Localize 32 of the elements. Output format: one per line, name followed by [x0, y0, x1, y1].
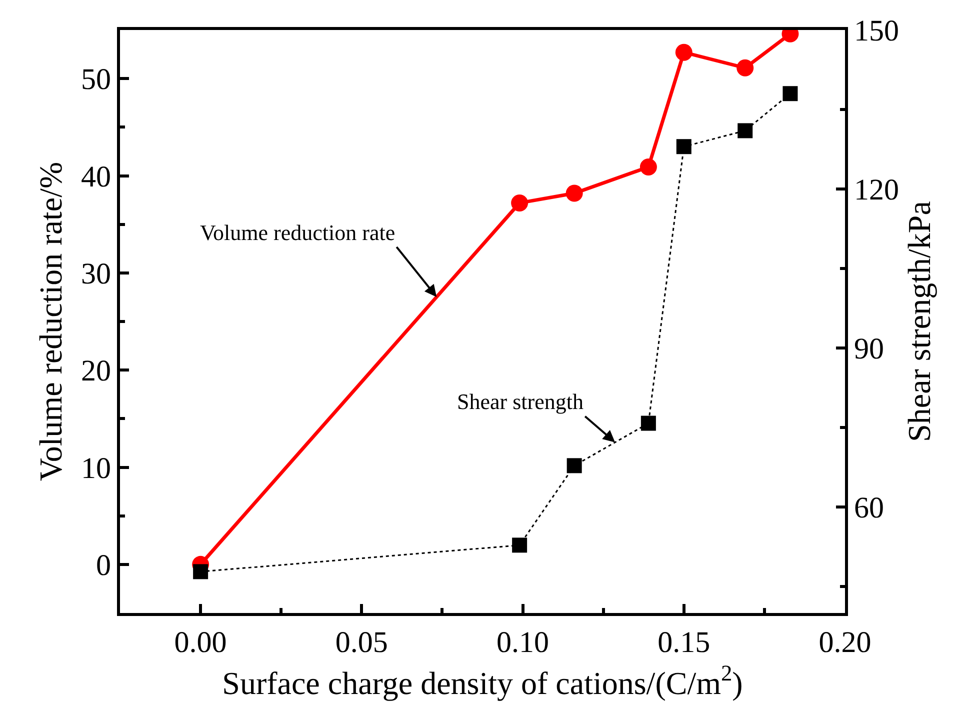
x-axis-title: Surface charge density of cations/(C/m$^{2}$) [222, 660, 743, 701]
x-tick-label: 0.20 [818, 626, 872, 659]
y2-axis-title: Shear strength/kPa [900, 201, 937, 442]
point [640, 158, 657, 176]
y-tick-label: 50 [81, 63, 111, 96]
y-tick-label: 10 [81, 452, 111, 485]
y-tick-label: 20 [81, 354, 111, 388]
x-tick-label: 0.10 [496, 626, 550, 659]
point [736, 59, 754, 76]
x-tick-label: 0.00 [174, 626, 227, 659]
y-axis-title: Volume reduction rate/% [32, 162, 68, 482]
x-tick-label: 0.15 [658, 626, 710, 659]
series-label: Shear strength [457, 389, 584, 414]
point [738, 123, 753, 138]
y-tick-label: 40 [81, 160, 111, 194]
x-tick-label: 0.05 [335, 626, 388, 659]
y-tick-label: 30 [81, 257, 111, 290]
point [676, 139, 692, 154]
y2-tick-label: 60 [854, 492, 884, 524]
y2-tick-label: 90 [854, 332, 884, 366]
point [675, 44, 692, 61]
point [193, 564, 208, 580]
text: Volume reduction rate [200, 220, 396, 245]
point [511, 194, 528, 212]
y2-tick-label: 120 [854, 174, 899, 206]
point [566, 184, 583, 202]
point [782, 86, 798, 102]
y2-tick-label: 150 [854, 14, 899, 48]
point [640, 416, 656, 431]
point [512, 538, 528, 553]
point [566, 458, 582, 474]
y-tick-label: 0 [96, 548, 111, 582]
